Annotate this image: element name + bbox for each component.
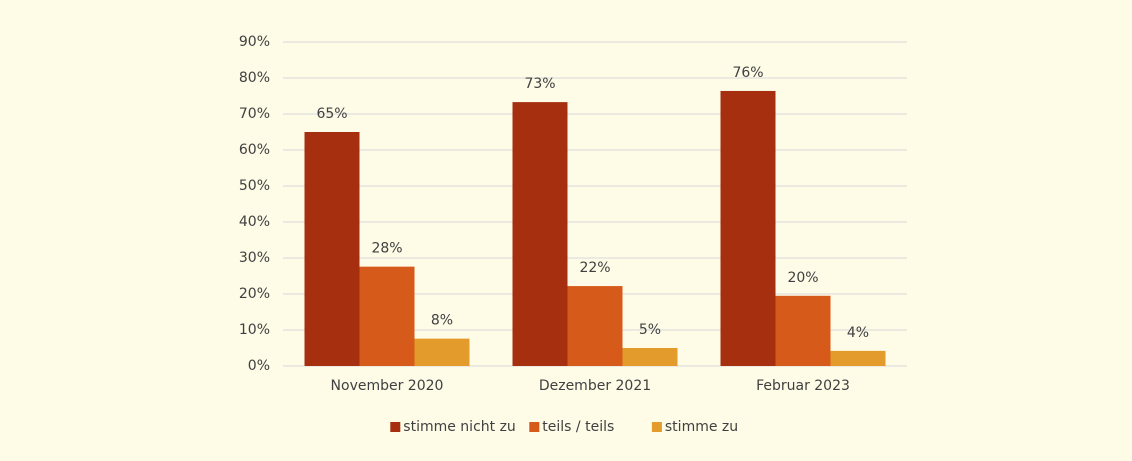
legend-label: stimme nicht zu: [403, 419, 516, 435]
bar: [622, 348, 678, 366]
bar: [414, 338, 470, 366]
bar: [720, 90, 776, 367]
data-label: 22%: [579, 260, 610, 276]
y-tick-label: 20%: [239, 286, 270, 302]
data-label: 4%: [847, 325, 869, 341]
legend-swatch: [651, 422, 662, 432]
y-tick-label: 80%: [239, 70, 270, 86]
y-tick-label: 10%: [239, 322, 270, 338]
data-label: 73%: [524, 76, 555, 92]
y-tick-label: 60%: [239, 142, 270, 158]
bar: [775, 295, 831, 366]
y-tick-label: 50%: [239, 178, 270, 194]
bar: [830, 350, 886, 366]
bar: [512, 102, 568, 367]
y-tick-label: 40%: [239, 214, 270, 230]
data-label: 28%: [371, 241, 402, 257]
data-label: 65%: [316, 106, 347, 122]
legend-label: teils / teils: [542, 419, 614, 435]
x-tick-label: Februar 2023: [756, 378, 850, 394]
x-tick-label: Dezember 2021: [539, 378, 651, 394]
data-label: 20%: [787, 270, 818, 286]
x-tick-label: November 2020: [331, 378, 444, 394]
bar: [304, 132, 360, 366]
y-tick-label: 90%: [239, 34, 270, 50]
bar: [359, 266, 415, 366]
data-label: 8%: [431, 313, 453, 329]
bar: [567, 286, 623, 366]
legend-swatch: [529, 422, 540, 432]
data-label: 76%: [732, 65, 763, 81]
y-tick-label: 0%: [248, 358, 270, 374]
y-tick-label: 30%: [239, 250, 270, 266]
legend-swatch: [390, 422, 401, 432]
y-tick-label: 70%: [239, 106, 270, 122]
data-label: 5%: [639, 322, 661, 338]
legend-label: stimme zu: [665, 419, 738, 435]
